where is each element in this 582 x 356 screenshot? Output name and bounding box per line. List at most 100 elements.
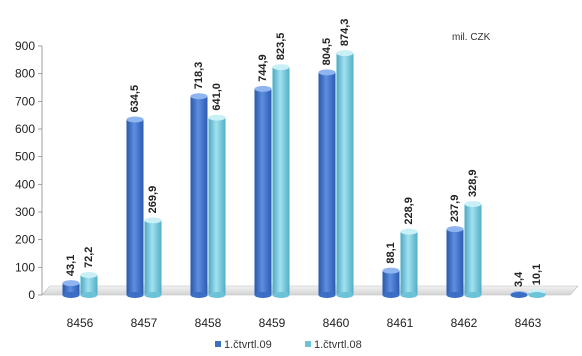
data-label: 874,3 — [339, 19, 351, 47]
y-tick-label: 300 — [15, 205, 35, 219]
bar-top — [126, 116, 144, 123]
legend-swatch — [305, 341, 311, 347]
bar-base — [208, 292, 226, 298]
bar — [254, 85, 272, 298]
bar — [510, 291, 528, 298]
data-label: 43,1 — [65, 255, 77, 276]
bar-body — [336, 53, 354, 295]
bar-base — [510, 292, 528, 298]
legend: 1.čtvrtl.09 1.čtvrtl.08 — [215, 339, 362, 351]
bar — [80, 272, 98, 298]
bar-base — [528, 292, 546, 298]
bar-top — [464, 201, 482, 208]
y-tick-label: 700 — [15, 94, 35, 108]
bar-base — [318, 292, 336, 298]
data-label: 269,9 — [147, 186, 159, 214]
x-tick-label: 8461 — [387, 316, 414, 330]
bar-top — [254, 85, 272, 92]
x-axis: 8456 8457 8458 8459 8460 8461 8462 8463 — [67, 316, 542, 330]
x-tick-label: 8457 — [131, 316, 158, 330]
bar-base — [336, 292, 354, 298]
bar-top — [446, 226, 464, 233]
y-tick-label: 500 — [15, 150, 35, 164]
bar-body — [272, 67, 290, 295]
bar-body — [254, 88, 272, 295]
bar — [126, 116, 144, 298]
y-tick-label: 0 — [28, 288, 35, 302]
bar-body — [126, 119, 144, 295]
bar-series: 43,1 72,2 634,5 269,9 718,3 641,0 744,9 823,5 80… — [62, 19, 546, 298]
bar-base — [272, 292, 290, 298]
bar-body — [446, 229, 464, 295]
x-tick-label: 8456 — [67, 316, 94, 330]
y-tick-label: 600 — [15, 122, 35, 136]
bar-top — [80, 272, 98, 279]
bar-top — [400, 228, 418, 235]
bar — [272, 64, 290, 298]
x-tick-label: 8460 — [323, 316, 350, 330]
bar — [464, 201, 482, 298]
bar-base — [446, 292, 464, 298]
data-label: 237,9 — [449, 195, 461, 223]
bar-base — [62, 292, 80, 298]
data-label: 744,9 — [257, 54, 269, 82]
bar-body — [62, 283, 80, 295]
x-tick-label: 8458 — [195, 316, 222, 330]
y-tick-label: 400 — [15, 177, 35, 191]
bar — [446, 226, 464, 298]
x-tick-label: 8463 — [515, 316, 542, 330]
bar-top — [144, 217, 162, 224]
bar-body — [190, 96, 208, 296]
unit-note: mil. CZK — [452, 32, 491, 43]
bar-top — [190, 93, 208, 100]
bar-top — [272, 64, 290, 71]
bar-top — [62, 280, 80, 287]
bar-body — [144, 220, 162, 295]
data-label: 228,9 — [403, 197, 415, 225]
bar-body — [80, 275, 98, 295]
data-label: 328,9 — [467, 169, 479, 197]
bar — [144, 217, 162, 298]
data-label: 823,5 — [275, 33, 287, 61]
chart-floor — [41, 285, 579, 296]
bar-top — [336, 50, 354, 57]
bar-base — [382, 292, 400, 298]
bar — [318, 69, 336, 298]
bar-base — [144, 292, 162, 298]
data-label: 3,4 — [513, 271, 525, 287]
y-tick-label: 100 — [15, 260, 35, 274]
bar — [62, 280, 80, 298]
bar-body — [382, 270, 400, 295]
data-label: 804,5 — [321, 38, 333, 66]
bar-base — [464, 292, 482, 298]
bar — [382, 267, 400, 298]
x-tick-label: 8459 — [259, 316, 286, 330]
x-tick-label: 8462 — [451, 316, 478, 330]
data-label: 634,5 — [129, 85, 141, 113]
data-label: 88,1 — [385, 242, 397, 263]
legend-swatch — [215, 341, 221, 347]
bar-body — [464, 204, 482, 295]
legend-label: 1.čtvrtl.08 — [314, 339, 362, 351]
bar-base — [126, 292, 144, 298]
y-tick-label: 800 — [15, 67, 35, 81]
bar-body — [208, 117, 226, 295]
y-tick-label: 200 — [15, 233, 35, 247]
bar-body — [400, 231, 418, 295]
bar — [528, 289, 546, 298]
data-label: 641,0 — [211, 83, 223, 111]
bar — [208, 114, 226, 298]
legend-label: 1.čtvrtl.09 — [224, 339, 272, 351]
bar-base — [80, 292, 98, 298]
data-label: 718,3 — [193, 62, 205, 90]
bar — [190, 93, 208, 298]
bar-top — [318, 69, 336, 76]
data-label: 10,1 — [531, 264, 543, 285]
bar-base — [190, 292, 208, 298]
y-tick-label: 900 — [15, 39, 35, 53]
bar-body — [318, 72, 336, 296]
bar-base — [254, 292, 272, 298]
bar-top — [382, 267, 400, 274]
bar — [400, 228, 418, 298]
